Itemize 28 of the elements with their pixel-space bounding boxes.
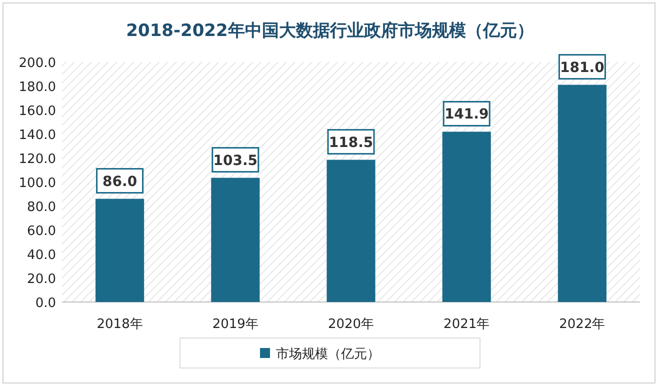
y-tick-label: 200.0 bbox=[18, 56, 56, 71]
bar bbox=[211, 178, 260, 302]
y-tick-label: 120.0 bbox=[18, 152, 56, 167]
bar bbox=[96, 198, 144, 302]
x-tick-label: 2019年 bbox=[212, 317, 258, 332]
y-tick-label: 180.0 bbox=[18, 80, 56, 95]
y-tick-label: 60.0 bbox=[27, 224, 56, 239]
x-tick-label: 2018年 bbox=[96, 317, 143, 332]
y-tick-label: 140.0 bbox=[18, 128, 56, 143]
bar bbox=[442, 132, 491, 302]
legend-label: 市场规模（亿元） bbox=[276, 347, 380, 362]
y-tick-label: 20.0 bbox=[27, 272, 56, 287]
y-tick-label: 80.0 bbox=[27, 200, 56, 215]
bar bbox=[558, 84, 606, 302]
data-label: 118.5 bbox=[328, 134, 374, 151]
data-label: 86.0 bbox=[102, 174, 138, 190]
chart-title: 2018-2022年中国大数据行业政府市场规模（亿元） bbox=[126, 21, 534, 41]
data-label: 181.0 bbox=[560, 60, 605, 76]
x-tick-label: 2020年 bbox=[328, 317, 374, 332]
y-tick-label: 160.0 bbox=[18, 104, 56, 119]
data-label: 141.9 bbox=[444, 106, 489, 123]
data-label: 103.5 bbox=[213, 152, 258, 169]
y-tick-label: 40.0 bbox=[27, 248, 56, 263]
y-tick-label: 100.0 bbox=[18, 176, 56, 191]
x-tick-label: 2022年 bbox=[559, 317, 606, 332]
x-tick-label: 2021年 bbox=[444, 317, 490, 332]
bar bbox=[326, 160, 376, 302]
y-tick-label: 0.0 bbox=[35, 296, 56, 311]
